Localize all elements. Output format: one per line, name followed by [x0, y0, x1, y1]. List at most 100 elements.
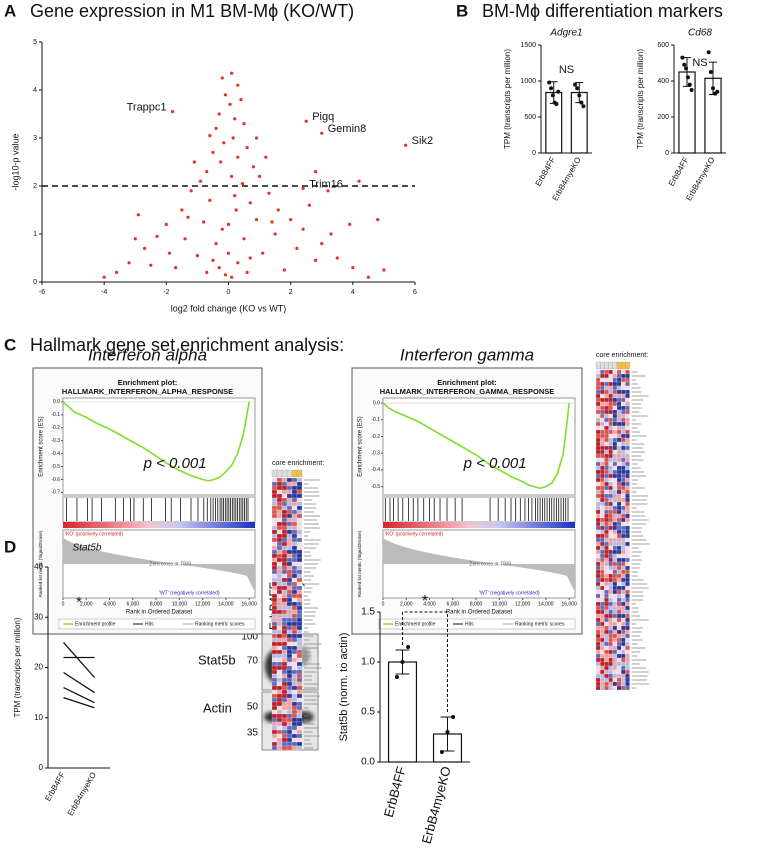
data-point: [205, 170, 209, 174]
data-point: [556, 89, 561, 94]
y-tick-label: -0.7: [51, 490, 60, 496]
y-tick-label: -0.1: [371, 417, 380, 423]
heatmap-cell: [604, 649, 609, 655]
heatmap-cell: [296, 589, 303, 595]
y-tick-label: 10: [34, 713, 43, 722]
y-tick-label: -0.1: [51, 412, 60, 418]
heatmap-header: [291, 469, 298, 478]
heatmap-cell: [608, 613, 613, 619]
heatmap-cell: [595, 601, 601, 607]
y-tick-label: 400: [657, 78, 669, 85]
heatmap-cell: [271, 581, 278, 587]
heatmap-cell: [604, 465, 609, 471]
data-point: [220, 227, 224, 231]
heatmap-cell: [296, 537, 303, 543]
heatmap-cell: [296, 517, 303, 523]
heatmap-cell: [621, 561, 626, 567]
heatmap-cell: [271, 721, 278, 727]
heatmap-cell: [296, 553, 303, 559]
heatmap-cell: [608, 637, 613, 643]
data-point: [233, 117, 237, 121]
heatmap-cell: [271, 741, 278, 747]
heatmap-cell: [276, 589, 283, 595]
heatmap-cell: [276, 505, 283, 511]
heatmap-cell: [621, 429, 626, 435]
heatmap-cell: [604, 645, 609, 651]
data-point: [211, 258, 215, 262]
heatmap-cell: [612, 465, 618, 471]
heatmap-cell: [271, 605, 278, 611]
heatmap-cell: [276, 581, 283, 587]
heatmap-cell: [608, 621, 613, 627]
heatmap-cell: [625, 585, 630, 591]
heatmap-cell: [604, 585, 609, 591]
heatmap-cell: [625, 449, 630, 455]
heatmap-cell: [612, 533, 618, 539]
heatmap-cell: [271, 489, 278, 495]
heatmap-cell: [271, 737, 278, 743]
heatmap-cell: [625, 577, 630, 583]
heatmap-cell: [608, 685, 613, 691]
heatmap-cell: [281, 505, 288, 511]
heatmap-cell: [604, 393, 609, 399]
heatmap-cell: [608, 561, 613, 567]
annotation: *: [76, 594, 82, 610]
heatmap-cell: [604, 481, 609, 487]
heatmap-cell: [276, 689, 283, 695]
heatmap-cell: [286, 513, 293, 519]
heatmap-cell: [625, 481, 630, 487]
heatmap-cell: [616, 657, 622, 663]
heatmap-cell: [595, 557, 601, 563]
zero-label: Zero cross at 7009: [149, 561, 191, 567]
heatmap-cell: [286, 561, 293, 567]
heatmap-cell: [281, 477, 288, 483]
heatmap-cell: [286, 733, 293, 739]
heatmap-cell: [595, 677, 601, 683]
heatmap-cell: [625, 561, 630, 567]
mw-marker: 35: [247, 728, 259, 739]
bar: [387, 661, 418, 763]
x-tick-label: 6: [413, 289, 417, 296]
heatmap-cell: [271, 485, 278, 491]
heatmap-cell: [616, 493, 622, 499]
heatmap-cell: [600, 489, 605, 495]
heatmap-cell: [616, 673, 622, 679]
heatmap-cell: [625, 445, 630, 451]
heatmap-cell: [604, 397, 609, 403]
heatmap-cell: [625, 653, 630, 659]
heatmap-cell: [608, 413, 613, 419]
heatmap-cell: [600, 517, 605, 523]
y-axis-label: TPM (transcripts per million): [13, 617, 22, 717]
heatmap-cell: [600, 521, 605, 527]
heatmap-cell: [276, 649, 283, 655]
hits-area: [382, 496, 576, 523]
heatmap-cell: [595, 533, 601, 539]
heatmap-cell: [281, 721, 288, 727]
heatmap-cell: [612, 641, 618, 647]
heatmap-cell: [625, 629, 630, 635]
data-point: [155, 234, 159, 238]
heatmap-cell: [600, 541, 605, 547]
heatmap-cell: [621, 441, 626, 447]
heatmap-cell: [608, 429, 613, 435]
heatmap-cell: [600, 549, 605, 555]
data-point: [445, 730, 450, 734]
heatmap-cell: [625, 677, 630, 683]
heatmap-cell: [625, 465, 630, 471]
heatmap-cell: [296, 661, 303, 667]
heatmap-cell: [621, 557, 626, 563]
heatmap-cell: [286, 669, 293, 675]
heatmap-cell: [608, 517, 613, 523]
heatmap-cell: [612, 401, 618, 407]
heatmap-cell: [595, 549, 601, 555]
heatmap-cell: [616, 381, 622, 387]
heatmap-cell: [271, 553, 278, 559]
y-tick-label: 20: [34, 663, 43, 672]
heatmap-cell: [286, 541, 293, 547]
heatmap-cell: [296, 513, 303, 519]
heatmap-cell: [296, 693, 303, 699]
heatmap-cell: [296, 745, 303, 751]
heatmap-cell: [612, 437, 618, 443]
heatmap-cell: [291, 653, 298, 659]
